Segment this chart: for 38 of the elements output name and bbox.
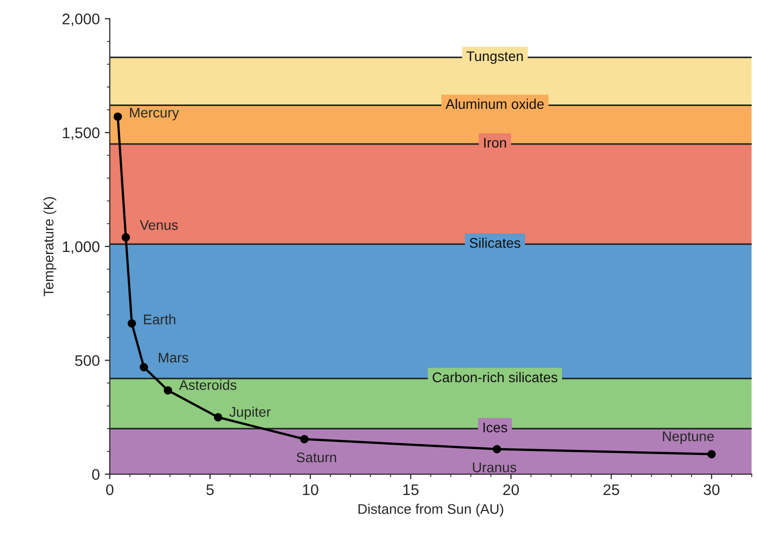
point	[707, 450, 716, 458]
point	[300, 434, 309, 444]
x-tick-label: 25	[604, 484, 620, 496]
annotation: Earth	[144, 314, 176, 324]
x-tick-label: 10	[303, 484, 318, 496]
ref-line-label: Aluminum oxide	[446, 98, 544, 109]
y-tick-label: 500	[75, 355, 100, 366]
annotation: Neptune	[662, 432, 714, 444]
y-tick-label: 2,000	[62, 14, 100, 26]
ref-line-label: Silicates	[470, 238, 520, 248]
point	[492, 444, 502, 454]
ref-line-label: Iron	[484, 138, 506, 148]
y-tick-label: 1,000	[62, 241, 100, 254]
annotation: Asteroids	[179, 380, 236, 390]
point	[114, 112, 122, 121]
x-tick-label: 20	[503, 484, 519, 496]
point	[140, 362, 148, 372]
ref-line-label: Ices	[483, 422, 508, 432]
x-tick-label: 30	[704, 484, 720, 496]
point	[128, 319, 136, 328]
x-tick-label: 5	[206, 484, 214, 496]
annotation: Saturn	[296, 452, 336, 462]
annotation: Jupiter	[229, 406, 271, 420]
annotation: Mercury	[130, 108, 180, 120]
point	[122, 233, 130, 242]
point	[164, 386, 172, 395]
x-axis-title: Distance from Sun (AU)	[358, 504, 504, 517]
point	[214, 413, 222, 422]
annotation: Mars	[158, 352, 188, 363]
annotation: Uranus	[473, 462, 516, 472]
y-tick-label: 1,500	[62, 127, 100, 140]
y-tick-label: 0	[92, 469, 100, 480]
ref-line-label: Tungsten	[466, 51, 523, 64]
y-axis-title: Temperature (K)	[43, 197, 56, 296]
x-tick-label: 15	[403, 484, 419, 496]
x-tick-label: 0	[106, 484, 114, 496]
ref-line-label: Carbon-rich silicates	[432, 372, 558, 382]
annotation: Venus	[140, 220, 178, 230]
